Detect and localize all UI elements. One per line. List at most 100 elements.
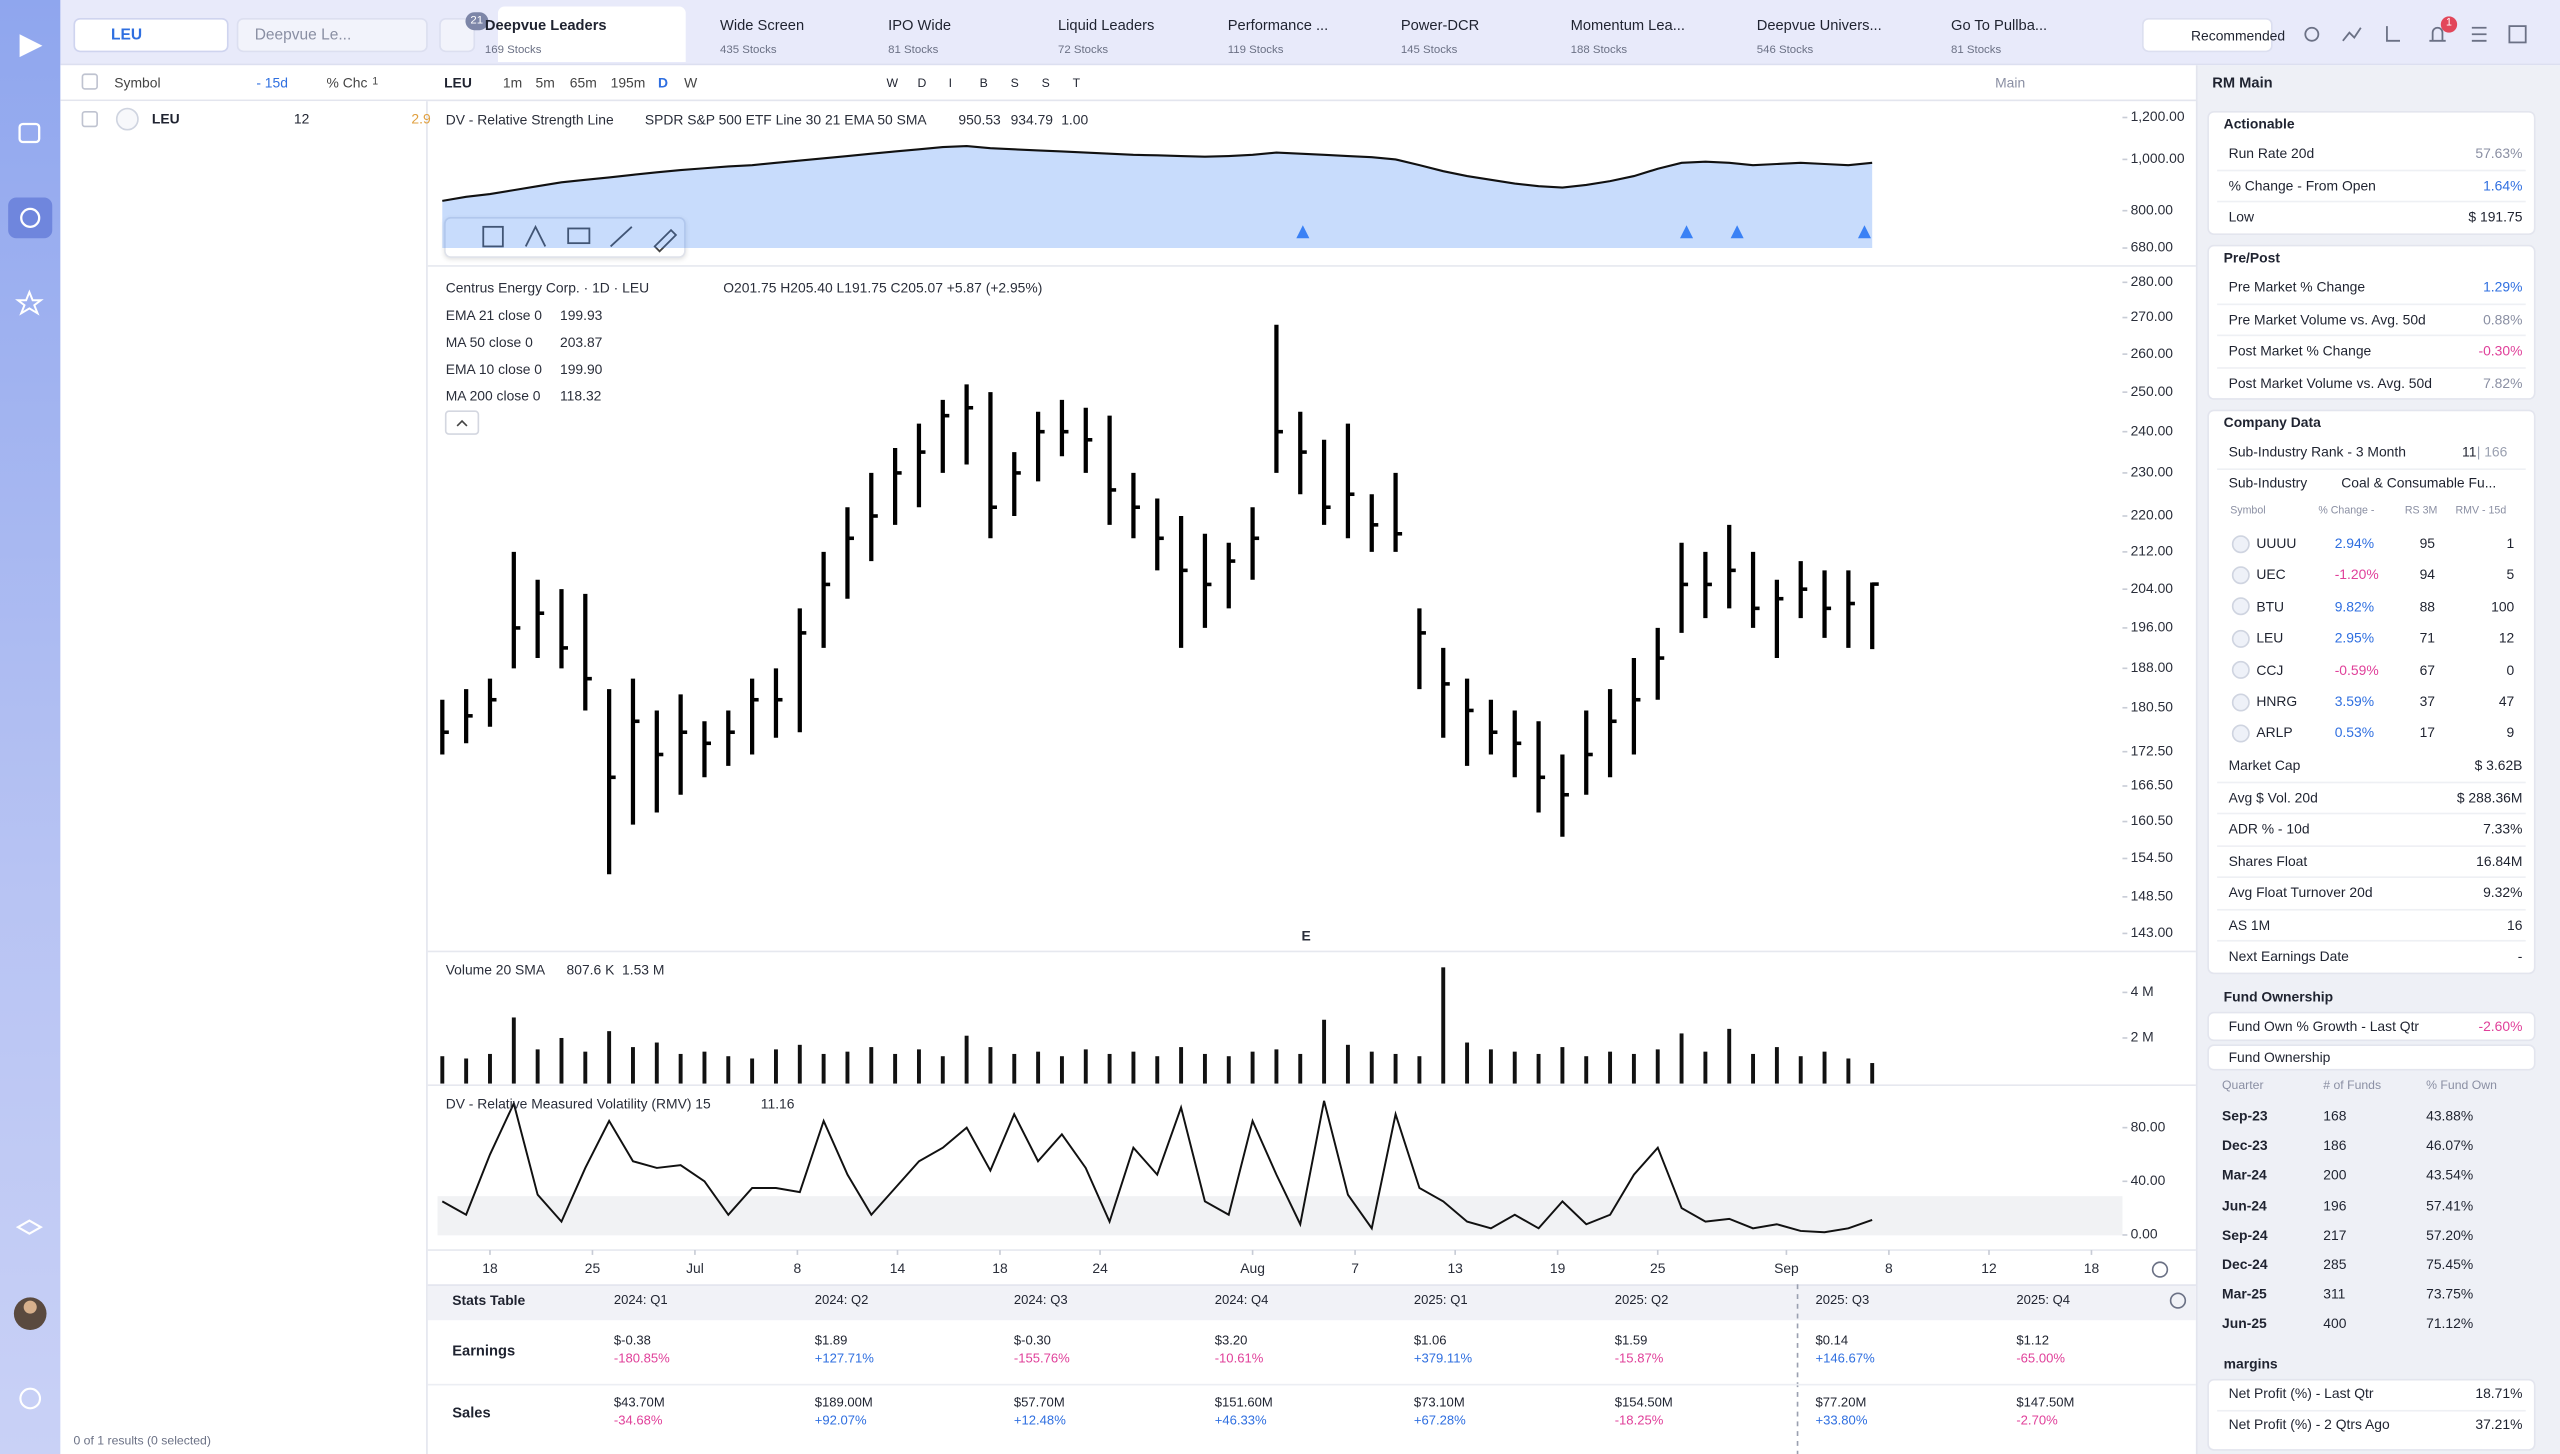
toolbar-symbol[interactable]: LEU (444, 74, 472, 91)
interval-button[interactable]: W (684, 74, 698, 91)
drawing-toolbar (444, 217, 686, 258)
checkbox (81, 110, 98, 128)
range-button[interactable]: B (979, 75, 988, 91)
peer-symbol[interactable]: UUUU (2256, 534, 2297, 552)
column-header[interactable]: 1 (372, 76, 379, 88)
nav-icon[interactable] (15, 1219, 43, 1235)
search-input[interactable]: LEU (111, 25, 143, 44)
volume-bar (797, 1044, 802, 1084)
sort-dropdown[interactable] (2142, 17, 2273, 53)
peer-symbol[interactable]: LEU (2256, 629, 2284, 647)
screen-tab-active[interactable] (497, 6, 686, 63)
screen-tab[interactable]: Momentum Lea... (1570, 17, 1685, 34)
pane-stat: 807.6 K (567, 962, 616, 978)
peer-symbol[interactable]: CCJ (2256, 661, 2284, 678)
peer-symbol[interactable]: BTU (2256, 598, 2285, 615)
volume-bar (1202, 1053, 1207, 1084)
metric-value: 1.29% (2483, 278, 2523, 295)
y-tick-label: 204.00 (2131, 580, 2174, 596)
fund-cell: 200 (2323, 1167, 2347, 1184)
share-icon[interactable] (2304, 26, 2320, 42)
axis-settings[interactable] (2151, 1261, 2169, 1278)
chart-icon[interactable] (2342, 27, 2362, 42)
avatar[interactable] (13, 1297, 47, 1330)
draw-tool[interactable] (653, 228, 678, 253)
pane-stat: 1.53 M (622, 962, 664, 978)
stats-change: +46.33% (1214, 1413, 1267, 1428)
help-icon[interactable] (19, 1387, 42, 1410)
range-button[interactable]: S (1010, 75, 1019, 91)
draw-tool[interactable] (610, 226, 633, 248)
watchlist-name[interactable]: Deepvue Le... (254, 25, 352, 44)
screen-tab[interactable]: Deepvue Leaders (484, 17, 607, 34)
screen-tab[interactable]: Performance ... (1227, 17, 1329, 34)
table-settings[interactable] (2169, 1292, 2187, 1309)
ticker[interactable]: LEU (151, 110, 180, 127)
x-tick-label: 7 (1351, 1260, 1359, 1276)
peer-symbol[interactable]: ARLP (2256, 724, 2293, 742)
range-button[interactable]: T (1072, 75, 1081, 91)
range-button[interactable]: D (917, 75, 927, 91)
stats-change: -15.87% (1614, 1351, 1664, 1366)
range-button[interactable]: I (948, 75, 952, 91)
stats-value: $151.60M (1214, 1395, 1273, 1410)
screen-tab[interactable]: Power-DCR (1400, 17, 1480, 34)
draw-tool[interactable] (567, 227, 591, 245)
stats-value: $1.06 (1413, 1333, 1447, 1348)
range-button[interactable]: W (886, 75, 899, 91)
peer-logo (2231, 566, 2250, 585)
screen-tab[interactable]: Wide Screen (719, 17, 805, 34)
panel-title[interactable]: RM Main (2212, 74, 2273, 91)
scan-icon[interactable] (2386, 26, 2400, 42)
interval-button[interactable]: 1m (502, 74, 523, 91)
grid-icon[interactable] (2508, 25, 2527, 44)
screen-tab[interactable]: Deepvue Univers... (1756, 17, 1882, 34)
draw-tool[interactable] (524, 224, 547, 247)
range-button[interactable]: S (1041, 75, 1050, 91)
list-icon[interactable] (2471, 26, 2487, 42)
volume-bar (1608, 1051, 1613, 1084)
y-tick-label: 220.00 (2131, 507, 2174, 523)
nav-active[interactable] (8, 197, 53, 239)
stats-value: $-0.38 (613, 1333, 651, 1348)
draw-tool[interactable] (482, 225, 504, 248)
volume-bar (1679, 1033, 1684, 1084)
nav-icon[interactable] (18, 122, 41, 144)
watchlist-tab[interactable] (236, 17, 428, 53)
metric-label: Net Profit (%) - Last Qtr (2228, 1385, 2374, 1402)
search-box[interactable] (73, 17, 229, 53)
column-header[interactable]: % Chc (326, 74, 368, 91)
interval-button[interactable]: 5m (535, 74, 555, 91)
column-header[interactable]: - 15d (256, 74, 288, 91)
screen-tab[interactable]: IPO Wide (888, 17, 952, 34)
row-divider (2217, 780, 2526, 783)
panel-card (2207, 1044, 2536, 1071)
screen-tab[interactable]: Liquid Leaders (1057, 17, 1155, 34)
peer-column: Symbol (2230, 505, 2266, 517)
stats-change: +379.11% (1413, 1351, 1473, 1366)
volume-bar (1655, 1049, 1660, 1084)
stats-change: +127.71% (814, 1351, 874, 1366)
stats-value: $1.59 (1614, 1333, 1648, 1348)
peer-symbol[interactable]: HNRG (2256, 693, 2298, 710)
bell-icon[interactable] (2429, 26, 2446, 42)
screen-tab[interactable]: Go To Pullba... (1951, 17, 2048, 34)
pane-title: DV - Relative Strength Line (446, 111, 614, 127)
row-divider (2217, 467, 2526, 470)
nav-icon[interactable] (15, 289, 44, 316)
interval-button[interactable]: D (657, 74, 668, 91)
stats-change: -155.76% (1013, 1351, 1070, 1366)
peer-symbol[interactable]: UEC (2256, 566, 2286, 583)
indicator-name: EMA 10 close 0 (446, 361, 543, 377)
sort-dropdown-label[interactable]: Recommended (2191, 26, 2286, 43)
layout-menu[interactable]: Main (1995, 74, 2026, 91)
interval-button[interactable]: 195m (610, 74, 646, 91)
interval-button[interactable]: 65m (569, 74, 597, 91)
volume-bar (559, 1037, 564, 1084)
peer-rs: 67 (2419, 661, 2436, 678)
volume-bar (1488, 1049, 1493, 1084)
column-header[interactable]: Symbol (114, 74, 161, 91)
peer-logo (2231, 692, 2250, 711)
pane-title: DV - Relative Measured Volatility (RMV) … (446, 1095, 711, 1111)
indicator-value: 203.87 (560, 334, 603, 350)
